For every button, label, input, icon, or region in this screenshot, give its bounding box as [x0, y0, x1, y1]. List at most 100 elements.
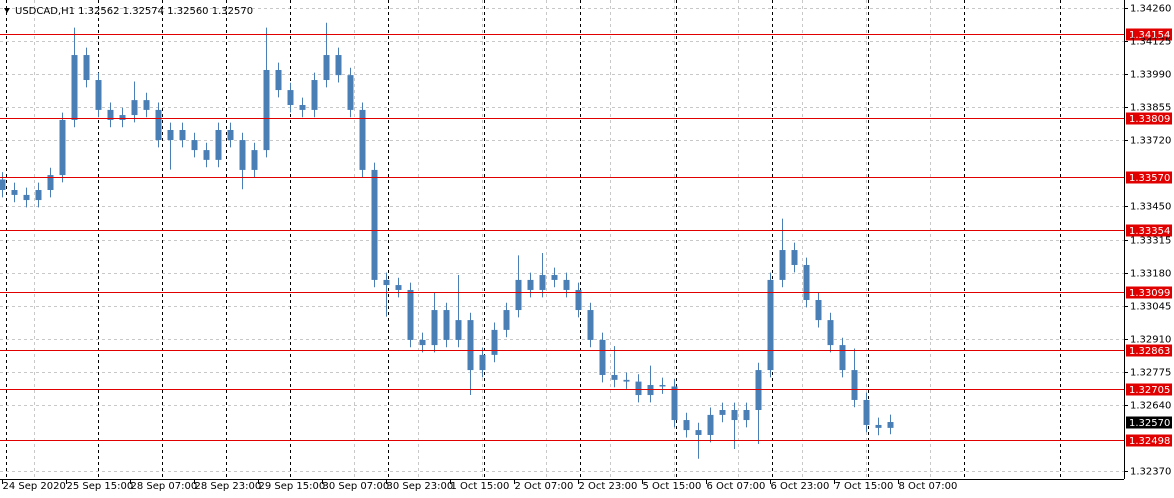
level-label-box	[1126, 28, 1172, 41]
candle-body	[587, 310, 594, 340]
candle-body	[191, 140, 198, 151]
candle-body	[479, 354, 486, 371]
candle-body	[263, 69, 270, 151]
y-tick-label: 1.33315	[1130, 236, 1171, 247]
menu-arrow[interactable]	[4, 8, 10, 13]
y-tick-label: 1.34260	[1130, 4, 1171, 15]
candle-body	[227, 129, 234, 141]
candle-body	[527, 279, 534, 290]
candle-body	[887, 422, 894, 428]
candle-body	[359, 109, 366, 170]
candle-body	[275, 69, 282, 91]
x-tick-label: 28 Sep 23:00	[195, 481, 262, 492]
candle-body	[251, 150, 258, 170]
candle-body	[107, 109, 114, 120]
chart-title: USDCAD,H1 1.32562 1.32574 1.32560 1.3257…	[15, 6, 253, 17]
candle-body	[179, 129, 186, 141]
candle-body	[83, 55, 90, 81]
level-label: 1.32705	[1129, 385, 1170, 396]
candle-body	[383, 279, 390, 286]
candle-body	[335, 55, 342, 76]
candles	[0, 22, 894, 459]
candle-body	[323, 55, 330, 81]
candle-body	[647, 385, 654, 396]
candle-body	[71, 55, 78, 120]
candle-body	[707, 414, 714, 435]
level-label: 1.33099	[1129, 288, 1170, 299]
candle-body	[671, 386, 678, 421]
y-tick-label: 1.33855	[1130, 103, 1171, 114]
grid	[0, 0, 1124, 479]
level-label: 1.33809	[1129, 114, 1170, 125]
y-tick-label: 1.33180	[1130, 269, 1171, 280]
candle-body	[827, 320, 834, 346]
x-tick-label: 25 Sep 15:00	[67, 481, 134, 492]
level-label-box	[1126, 112, 1172, 125]
candle-body	[695, 430, 702, 435]
candle-body	[143, 100, 150, 110]
candle-body	[839, 345, 846, 371]
candle-body	[863, 399, 870, 425]
y-tick-label: 1.32775	[1130, 368, 1171, 379]
price-label-box	[1126, 416, 1172, 429]
candle-body	[155, 109, 162, 141]
candle-body	[491, 329, 498, 355]
candle-body	[539, 275, 546, 290]
candle-body	[815, 300, 822, 321]
candle-body	[203, 150, 210, 160]
level-label-box	[1126, 171, 1172, 184]
candle-body	[623, 379, 630, 382]
candle-body	[467, 320, 474, 371]
candle-body	[743, 410, 750, 421]
candle-body	[215, 129, 222, 160]
x-tick-label: 30 Sep 23:00	[387, 481, 454, 492]
candle-body	[875, 424, 882, 428]
candle-body	[239, 140, 246, 170]
candle-body	[599, 339, 606, 375]
candle-body	[455, 320, 462, 340]
candle-body	[131, 100, 138, 116]
candle-body	[0, 179, 6, 191]
candle-body	[287, 90, 294, 106]
candle-body	[791, 250, 798, 265]
candle-body	[23, 194, 30, 201]
candle-body	[167, 129, 174, 141]
x-tick-label: 6 Oct 07:00	[707, 481, 766, 492]
y-tick-label: 1.33990	[1130, 70, 1171, 81]
candle-body	[767, 279, 774, 371]
level-label: 1.33354	[1129, 226, 1170, 237]
candle-body	[347, 75, 354, 110]
candle-body	[503, 310, 510, 330]
candle-body	[515, 279, 522, 311]
y-tick-label: 1.32640	[1130, 401, 1171, 412]
candle-body	[419, 339, 426, 346]
level-label-box	[1126, 383, 1172, 396]
level-label-box	[1126, 224, 1172, 237]
candle-body	[731, 410, 738, 421]
candle-body	[683, 420, 690, 431]
x-tick-label: 2 Oct 23:00	[579, 481, 638, 492]
candle-body	[719, 410, 726, 415]
x-tick-label: 24 Sep 2020	[3, 481, 66, 492]
x-tick-label: 30 Sep 07:00	[323, 481, 390, 492]
candle-body	[47, 175, 54, 191]
candle-body	[755, 370, 762, 411]
x-tick-label: 6 Oct 23:00	[771, 481, 830, 492]
x-tick-label: 5 Oct 15:00	[643, 481, 702, 492]
candle-body	[59, 119, 66, 176]
levels: 1.34154 1.33809 1.33570 1.33354 1.33099 1.328…	[0, 28, 1172, 447]
candle-body	[119, 115, 126, 120]
candle-body	[395, 285, 402, 290]
candle-body	[299, 105, 306, 110]
price-label: 1.32570	[1129, 418, 1170, 429]
candle-body	[95, 80, 102, 110]
level-label: 1.33570	[1129, 173, 1170, 184]
x-tick-label: 29 Sep 15:00	[259, 481, 326, 492]
x-tick-label: 28 Sep 07:00	[131, 481, 198, 492]
candle-body	[635, 381, 642, 396]
candle-body	[11, 190, 18, 195]
x-tick-label: 2 Oct 07:00	[515, 481, 574, 492]
candle-body	[35, 190, 42, 201]
candle-body	[443, 310, 450, 340]
